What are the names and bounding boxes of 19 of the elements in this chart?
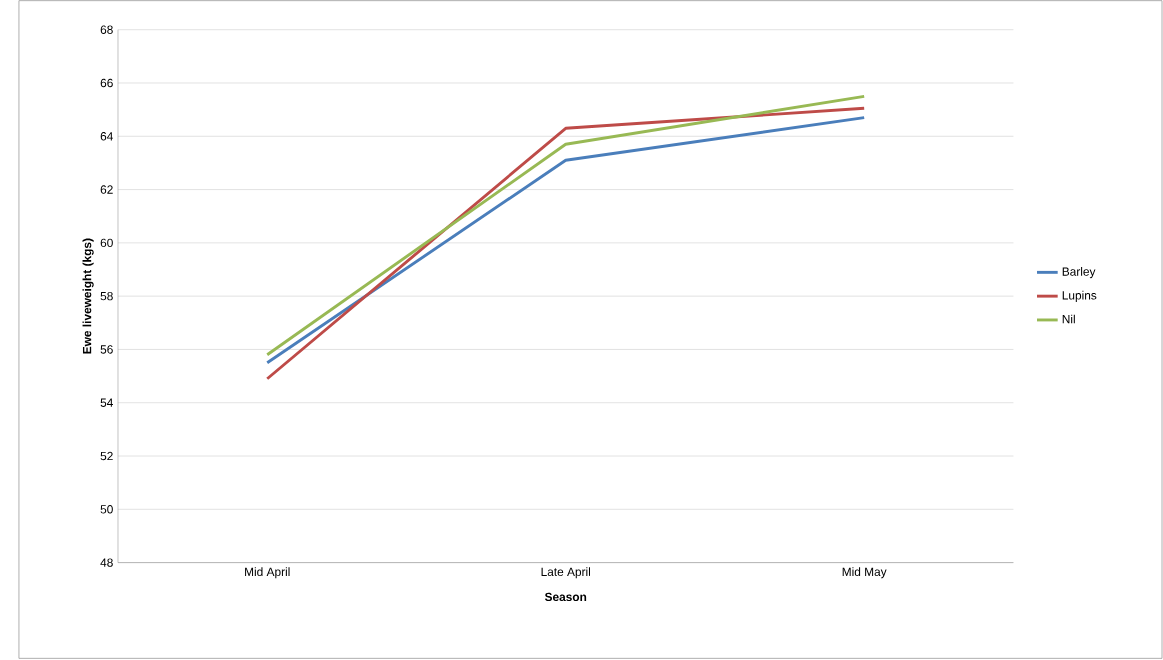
y-axis-title: Ewe liveweight (kgs) <box>82 238 94 354</box>
y-tick-label: 60 <box>100 238 113 248</box>
y-tick-label: 50 <box>100 505 113 514</box>
x-axis-title: Season <box>544 592 587 602</box>
y-tick-label: 68 <box>100 25 113 35</box>
x-tick-label: Late April <box>541 567 590 579</box>
legend-label: Nil <box>1062 314 1075 324</box>
x-tick-label: Mid May <box>842 567 887 579</box>
y-tick-label: 62 <box>100 185 113 194</box>
legend-label: Lupins <box>1062 291 1097 303</box>
y-tick-label: 58 <box>100 292 113 301</box>
y-tick-label: 66 <box>100 78 113 88</box>
legend-label: Barley <box>1062 267 1096 279</box>
y-tick-label: 48 <box>100 558 113 567</box>
y-tick-label: 52 <box>100 451 113 461</box>
y-tick-label: 56 <box>100 345 113 354</box>
x-tick-label: Mid April <box>245 567 290 579</box>
y-tick-label: 64 <box>100 132 113 141</box>
y-tick-label: 54 <box>100 398 113 408</box>
